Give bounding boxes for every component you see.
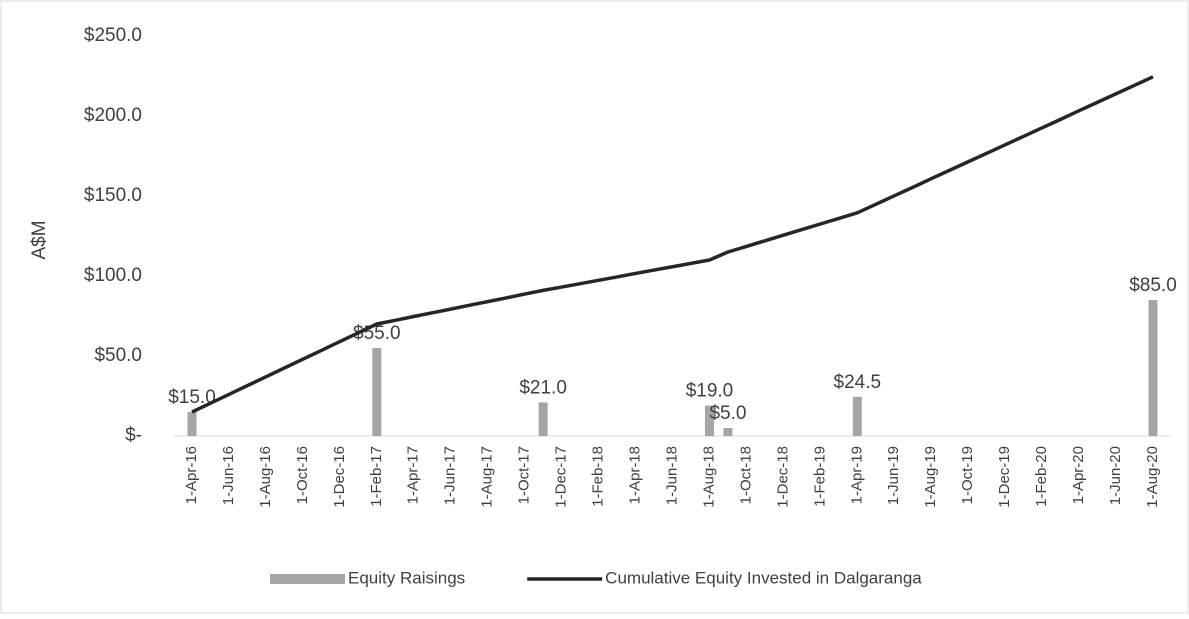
x-tick-label: 1-Aug-18 <box>700 446 717 508</box>
x-tick-label: 1-Aug-17 <box>479 446 496 508</box>
x-tick-label: 1-Jun-19 <box>885 446 902 505</box>
x-tick-label: 1-Aug-16 <box>257 446 274 508</box>
y-tick-label: $250.0 <box>84 25 142 46</box>
bar <box>723 428 733 436</box>
legend-label: Cumulative Equity Invested in Dalgaranga <box>605 568 922 587</box>
x-tick-label: 1-Jun-16 <box>220 446 237 505</box>
x-tick-label: 1-Apr-17 <box>405 446 422 504</box>
y-tick-label: $50.0 <box>94 345 142 366</box>
data-label: $15.0 <box>168 387 216 408</box>
x-tick-label: 1-Dec-17 <box>553 446 570 508</box>
bar <box>1148 300 1158 436</box>
x-tick-label: 1-Jun-18 <box>663 446 680 505</box>
x-tick-label: 1-Feb-18 <box>590 446 607 507</box>
y-tick-label: $- <box>125 425 142 446</box>
y-axis-label: A$M <box>29 220 50 259</box>
data-label: $85.0 <box>1129 275 1177 296</box>
x-tick-label: 1-Dec-16 <box>331 446 348 508</box>
x-tick-label: 1-Jun-17 <box>442 446 459 505</box>
x-tick-label: 1-Dec-18 <box>774 446 791 508</box>
x-tick-label: 1-Dec-19 <box>996 446 1013 508</box>
legend-swatch <box>270 574 345 584</box>
bar <box>372 348 382 436</box>
x-tick-label: 1-Oct-16 <box>294 446 311 504</box>
x-tick-label: 1-Oct-17 <box>516 446 533 504</box>
x-tick-label: 1-Apr-18 <box>627 446 644 504</box>
bar <box>704 405 714 436</box>
y-tick-label: $150.0 <box>84 185 142 206</box>
x-tick-label: 1-Apr-16 <box>183 446 200 504</box>
x-tick-label: 1-Apr-19 <box>848 446 865 504</box>
data-label: $24.5 <box>834 372 882 393</box>
x-tick-label: 1-Apr-20 <box>1070 446 1087 504</box>
y-tick-label: $100.0 <box>84 265 142 286</box>
x-tick-label: 1-Feb-17 <box>368 446 385 507</box>
data-label: $21.0 <box>519 377 567 398</box>
x-tick-label: 1-Oct-19 <box>959 446 976 504</box>
bar <box>852 396 862 436</box>
x-tick-label: 1-Feb-19 <box>811 446 828 507</box>
line <box>191 75 1154 414</box>
x-tick-label: 1-Jun-20 <box>1107 446 1124 505</box>
y-tick-label: $200.0 <box>84 105 142 126</box>
bar <box>187 412 197 436</box>
x-tick-label: 1-Aug-19 <box>922 446 939 508</box>
x-tick-label: 1-Aug-20 <box>1144 446 1161 508</box>
data-label: $5.0 <box>709 403 746 424</box>
x-tick-label: 1-Feb-20 <box>1033 446 1050 507</box>
data-label: $19.0 <box>686 381 734 402</box>
legend-label: Equity Raisings <box>348 568 465 587</box>
x-tick-label: 1-Oct-18 <box>737 446 754 504</box>
bar <box>538 402 548 436</box>
